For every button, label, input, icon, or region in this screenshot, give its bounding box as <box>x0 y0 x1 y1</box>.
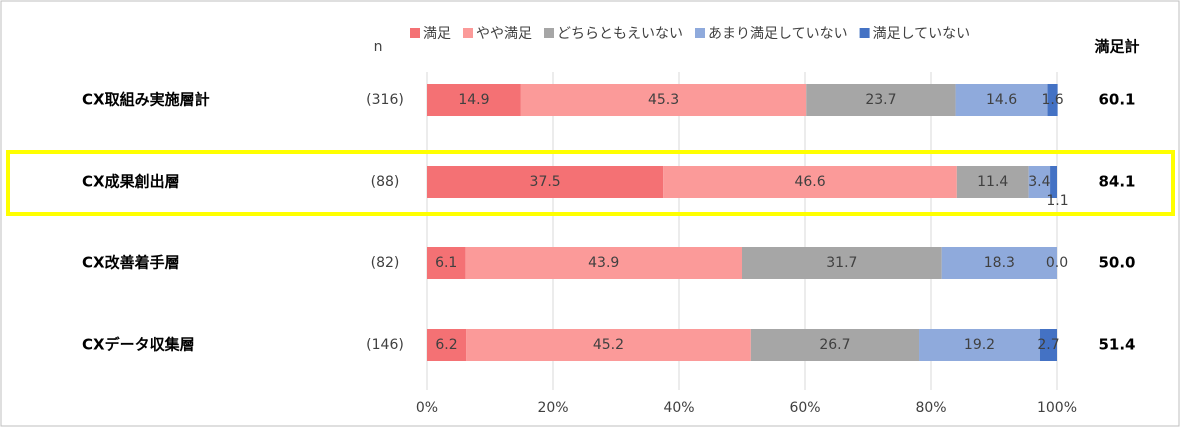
bar-segment <box>919 329 1040 361</box>
bar-segment <box>1047 84 1058 116</box>
data-label: 2.7 <box>1037 337 1059 353</box>
legend-label: どちらともえいない <box>557 26 683 42</box>
legend-swatch <box>859 28 870 38</box>
data-label: 19.2 <box>964 337 995 353</box>
x-tick-label: 0% <box>416 400 438 416</box>
data-label: 0.0 <box>1046 255 1068 271</box>
bar-segment <box>427 84 521 116</box>
data-label: 3.4 <box>1028 174 1050 190</box>
bar-segment <box>742 247 942 279</box>
highlight-box <box>6 150 1175 216</box>
x-tick-label: 100% <box>1037 400 1077 416</box>
data-label: 46.6 <box>794 174 825 190</box>
bar-segment <box>427 166 664 198</box>
legend-label: 満足していない <box>873 26 971 42</box>
data-label: 14.9 <box>458 92 489 108</box>
data-label: 31.7 <box>826 255 857 271</box>
category-label: CX取組み実施層計 <box>82 91 210 109</box>
data-label: 6.2 <box>435 337 457 353</box>
bar-segment <box>520 84 807 116</box>
bar-segment <box>427 247 466 279</box>
legend-label: あまり満足していない <box>708 26 848 42</box>
data-label: 37.5 <box>530 174 561 190</box>
data-label: 18.3 <box>984 255 1015 271</box>
total-label: 51.4 <box>1098 336 1135 354</box>
bar-segment <box>427 329 467 361</box>
category-label: CXデータ収集層 <box>82 336 195 354</box>
bar-segment <box>1039 329 1057 361</box>
bar-segment <box>1050 166 1057 198</box>
totals-header: 満足計 <box>1094 38 1139 56</box>
legend-swatch <box>410 28 420 38</box>
n-label: (146) <box>366 337 404 353</box>
legend-label: やや満足 <box>476 26 532 42</box>
legend-swatch <box>463 28 473 38</box>
bar-segment <box>663 166 957 198</box>
bar-segment <box>1028 166 1051 198</box>
data-label: 14.6 <box>986 92 1017 108</box>
category-label: CX改善着手層 <box>82 254 180 272</box>
data-label: 23.7 <box>865 92 896 108</box>
data-label: 26.7 <box>819 337 850 353</box>
total-label: 84.1 <box>1098 173 1135 191</box>
category-label: CX成果創出層 <box>82 173 180 191</box>
n-label: (88) <box>371 174 400 190</box>
data-label: 43.9 <box>588 255 619 271</box>
data-label: 45.2 <box>593 337 624 353</box>
data-label: 1.6 <box>1041 92 1063 108</box>
x-tick-label: 20% <box>537 400 568 416</box>
bar-segment <box>465 247 742 279</box>
x-tick-label: 40% <box>663 400 694 416</box>
data-label: 45.3 <box>648 92 679 108</box>
n-label: (82) <box>371 255 400 271</box>
legend-swatch <box>544 28 554 38</box>
n-label: (316) <box>366 92 404 108</box>
bar-segment <box>806 84 956 116</box>
data-label: 6.1 <box>435 255 457 271</box>
legend-label: 満足 <box>423 26 451 42</box>
bar-segment <box>941 247 1057 279</box>
total-label: 50.0 <box>1098 254 1135 272</box>
bar-segment <box>955 84 1048 116</box>
n-header: n <box>374 39 383 55</box>
x-tick-label: 60% <box>789 400 820 416</box>
bar-segment <box>750 329 920 361</box>
total-label: 60.1 <box>1098 91 1135 109</box>
data-label: 1.1 <box>1046 193 1068 209</box>
data-label: 11.4 <box>977 174 1008 190</box>
bar-segment <box>956 166 1029 198</box>
x-tick-label: 80% <box>915 400 946 416</box>
legend-swatch <box>695 28 705 38</box>
bar-segment <box>466 329 751 361</box>
